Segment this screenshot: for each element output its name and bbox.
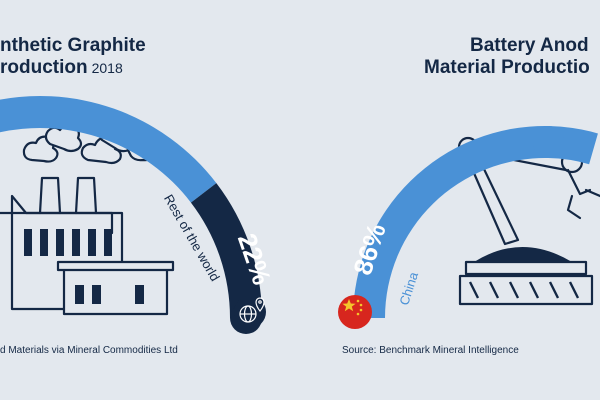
left-title-main: roduction [0,57,88,78]
gauge-chart-synthetic-graphite: 22%Rest of the world [0,96,277,334]
left-source-note: d Materials via Mineral Commodities Ltd [0,345,178,356]
gauge-segment-label: China [396,269,421,307]
gauge-highlight-segment [190,183,263,318]
right-title-line-2: Material Productio [424,57,590,78]
china-flag-icon [338,295,372,329]
right-source-note: Source: Benchmark Mineral Intelligence [342,345,519,356]
gauge-highlight-cap [532,126,565,159]
robot-base-dome [474,247,572,262]
factory-windows [24,229,144,304]
left-title-line-1: nthetic Graphite [0,35,146,56]
gauge-highlight-segment [353,125,549,318]
left-title-year: 2018 [91,60,123,76]
right-title-line-1: Battery Anod [470,35,589,56]
left-title-line-2: roduction 2018 [0,57,123,79]
gauge-other-segment [0,96,217,203]
robot-base-stripes [468,281,580,299]
globe-pin-icon [234,296,266,328]
